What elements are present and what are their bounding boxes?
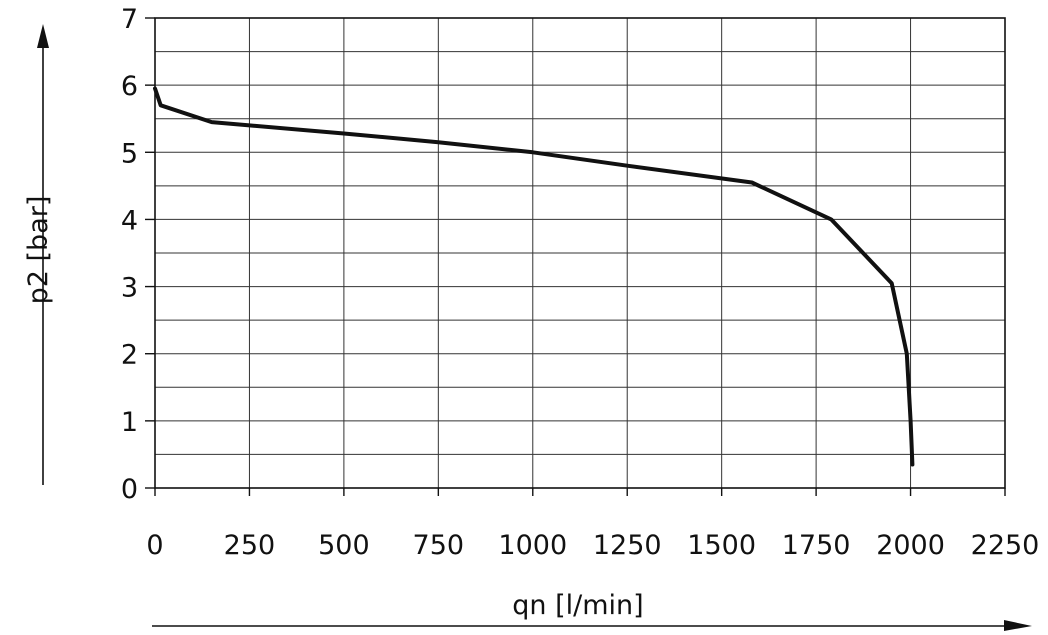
x-tick-label: 1500 bbox=[687, 530, 756, 561]
x-tick-label: 500 bbox=[318, 530, 370, 561]
y-tick-label: 0 bbox=[121, 474, 138, 505]
y-tick-label: 1 bbox=[121, 407, 138, 438]
pressure-flow-curve bbox=[153, 86, 915, 467]
x-axis-title: qn [l/min] bbox=[512, 590, 643, 621]
y-axis-arrow-head bbox=[37, 24, 49, 48]
plot-frame bbox=[145, 17, 1006, 496]
y-axis-title: p2 [bar] bbox=[23, 196, 54, 305]
x-tick-label: 1250 bbox=[593, 530, 662, 561]
y-tick-label: 2 bbox=[121, 340, 138, 371]
x-tick-label: 1750 bbox=[782, 530, 851, 561]
y-tick-label: 3 bbox=[121, 273, 138, 304]
grid bbox=[155, 18, 1005, 488]
x-tick-label: 250 bbox=[224, 530, 276, 561]
y-tick-label: 4 bbox=[121, 205, 138, 236]
y-tick-label: 5 bbox=[121, 138, 138, 169]
x-axis-arrow-head bbox=[1004, 620, 1032, 631]
tick-labels: 0 250 500 750 1000 1250 1500 1750 2000 2250 0 1 2 3 4 5… bbox=[121, 4, 1040, 561]
x-tick-label: 750 bbox=[413, 530, 465, 561]
x-tick-label: 2250 bbox=[971, 530, 1040, 561]
x-tick-label: 2000 bbox=[876, 530, 945, 561]
data-series bbox=[153, 86, 915, 467]
x-tick-label: 0 bbox=[146, 530, 163, 561]
y-tick-label: 7 bbox=[121, 4, 138, 35]
y-tick-label: 6 bbox=[121, 71, 138, 102]
plot-border bbox=[154, 17, 1006, 489]
x-tick-label: 1000 bbox=[498, 530, 567, 561]
